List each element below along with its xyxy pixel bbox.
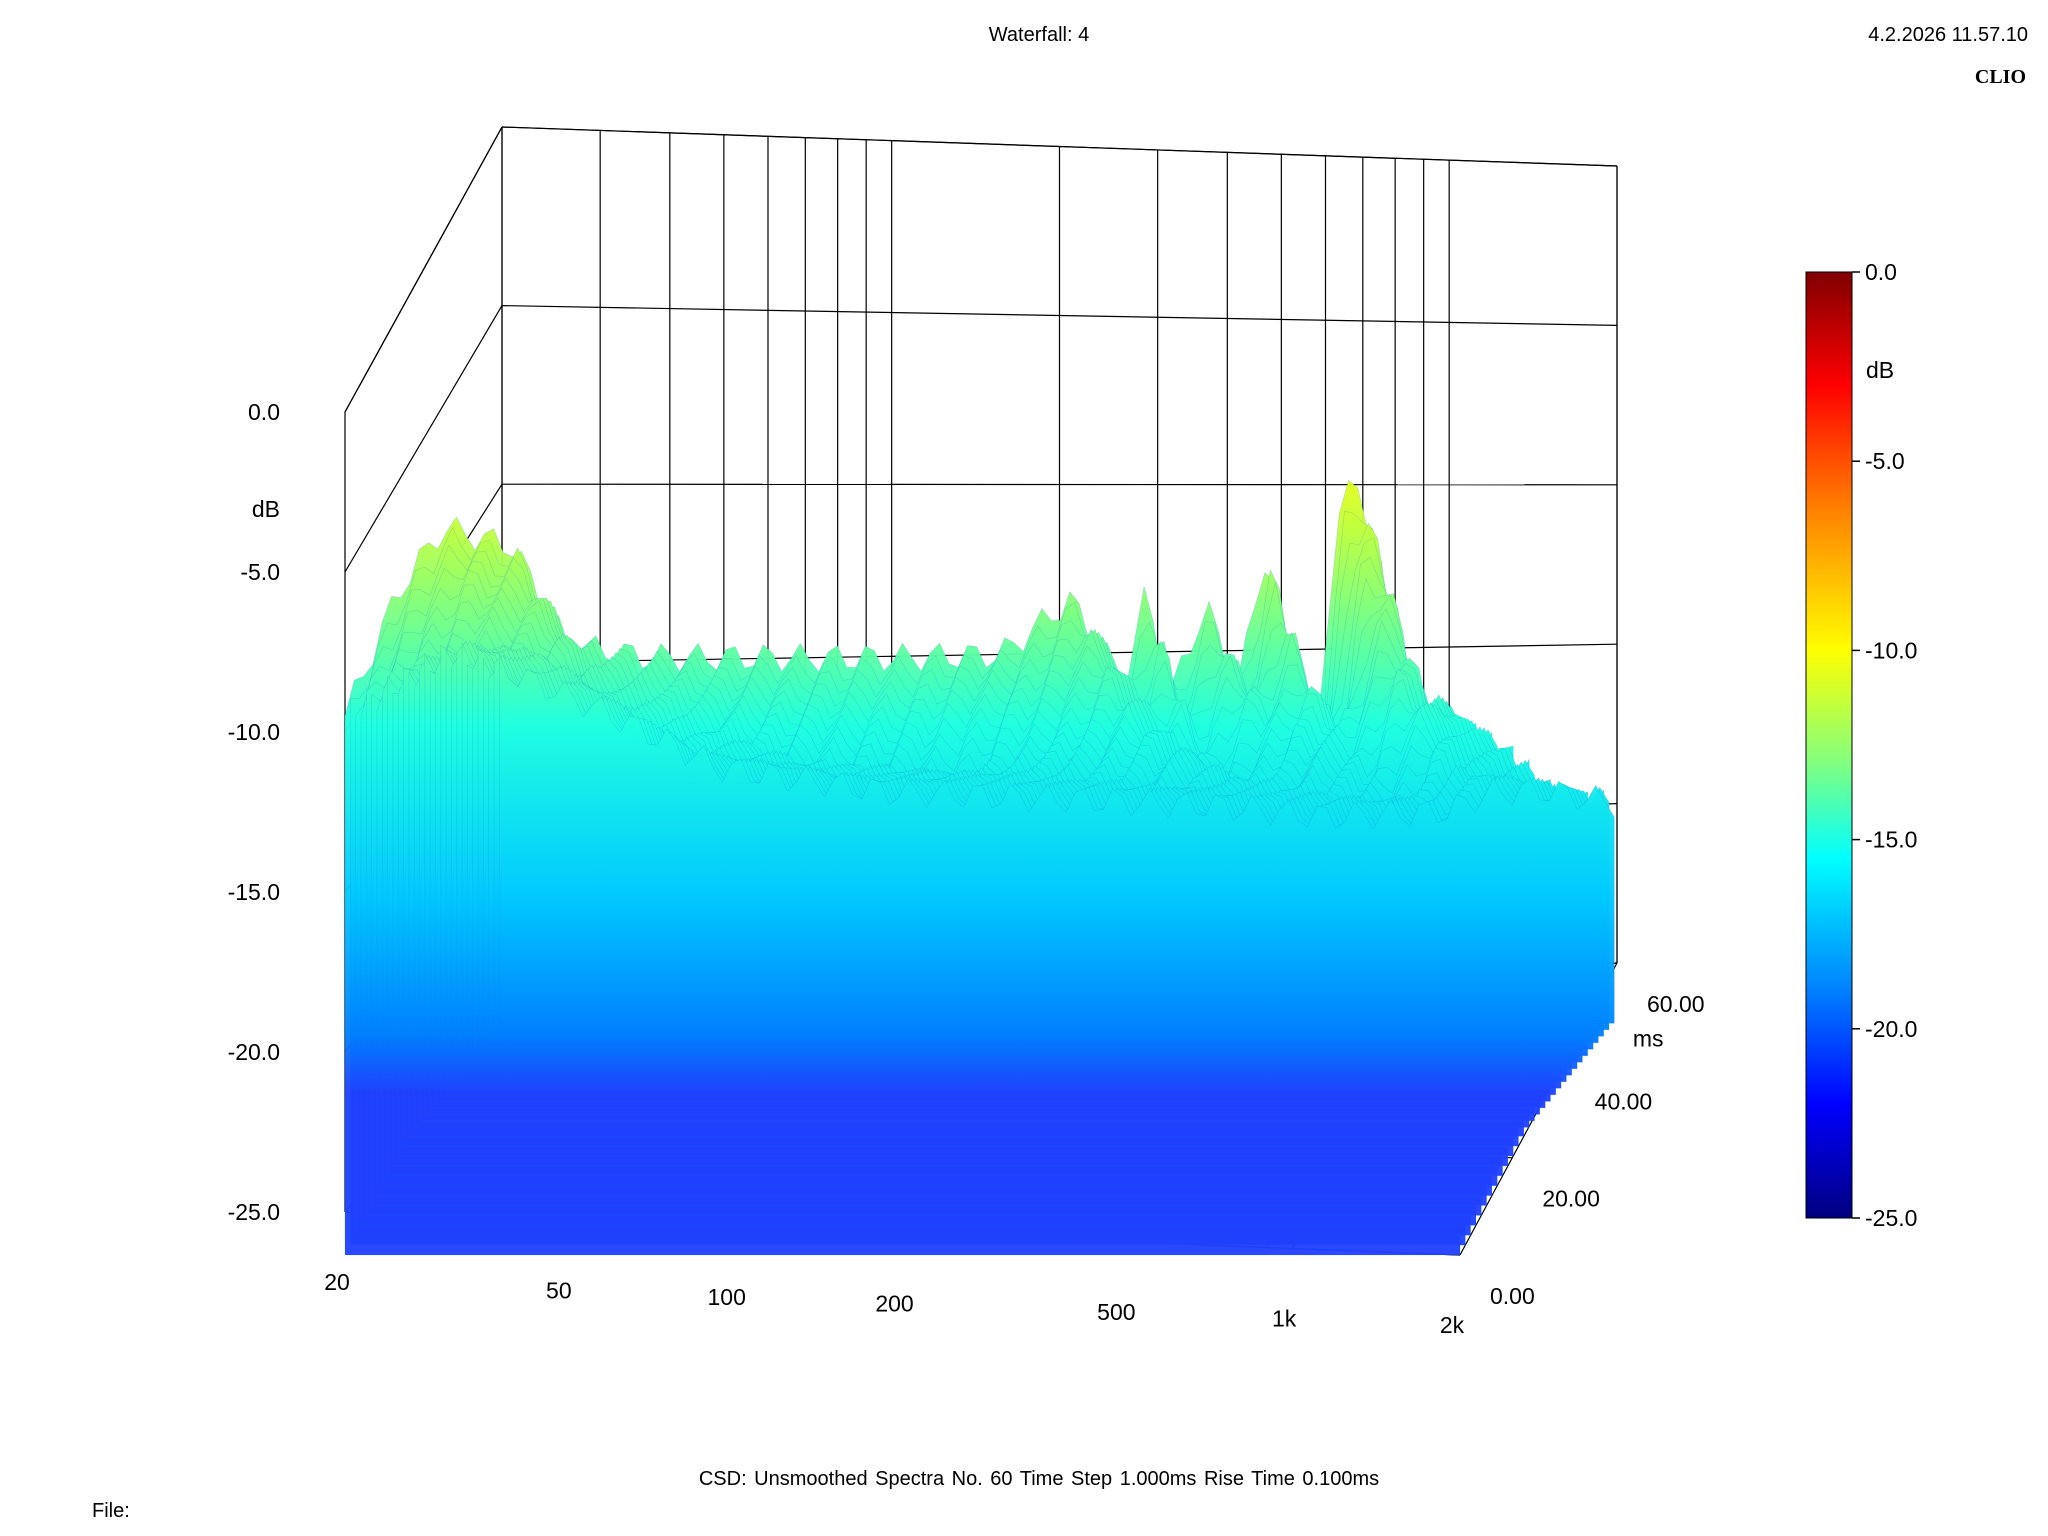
- file-label: File:: [92, 1500, 130, 1522]
- time-tick-label: 40.00: [1595, 1088, 1653, 1114]
- db-wall-gridline: [501, 126, 1618, 167]
- freq-tick-label: 50: [546, 1278, 572, 1304]
- colorbar-tick-label: 0.0: [1865, 259, 1897, 285]
- freq-tick-label: 200: [875, 1291, 913, 1317]
- db-tick-label: -10.0: [228, 719, 280, 745]
- colorbar-tick-label: -25.0: [1865, 1205, 1917, 1231]
- freq-tick-label: 1k: [1272, 1306, 1297, 1332]
- db-tick-label: -25.0: [228, 1199, 280, 1225]
- db-tick-label: -5.0: [240, 559, 280, 585]
- colorbar-tick-label: -20.0: [1865, 1016, 1917, 1042]
- freq-tick-label: 100: [707, 1284, 745, 1310]
- spectrum-slice: [499, 653, 1615, 1024]
- colorbar-tick-label: -5.0: [1865, 448, 1905, 474]
- db-axis-label: dB: [252, 496, 280, 522]
- freq-tick-label: 500: [1097, 1299, 1135, 1325]
- analysis-settings: CSD: Unsmoothed Spectra No. 60 Time Step…: [698, 1468, 1380, 1490]
- colorbar-scale: [1805, 271, 1853, 1219]
- time-tick-label: 60.00: [1647, 991, 1705, 1017]
- brand-logo: CLIO: [1974, 66, 2026, 88]
- time-tick-label: 0.00: [1490, 1283, 1535, 1309]
- db-tick-label: 0.0: [248, 399, 280, 425]
- db-tick-label: -15.0: [228, 879, 280, 905]
- db-wall-gridline: [501, 483, 1618, 486]
- axis-ticks: 0.0 -5.0 -10.0 -15.0 -20.0 -25.0 dB 20 50 100 200 5…: [228, 399, 1705, 1338]
- db-side-gridline: [344, 126, 503, 413]
- measurement-datetime: 4.2.2026 11.57.10: [1868, 24, 2028, 46]
- colorbar-tick-label: -15.0: [1865, 827, 1917, 853]
- colorbar-unit-label: dB: [1866, 357, 1894, 383]
- freq-tick-label: 20: [324, 1269, 350, 1295]
- time-axis-label: ms: [1633, 1026, 1664, 1052]
- colorbar-tick-label: -10.0: [1865, 637, 1917, 663]
- waterfall-surface: [344, 479, 1615, 1256]
- time-tick-label: 20.00: [1542, 1186, 1600, 1212]
- db-tick-label: -20.0: [228, 1039, 280, 1065]
- freq-tick-label: 2k: [1440, 1312, 1465, 1338]
- chart-title: Waterfall: 4: [988, 24, 1090, 46]
- colorbar: 0.0 -5.0 -10.0 -15.0 -20.0 -25.0 dB: [1805, 259, 1917, 1231]
- db-wall-gridline: [501, 305, 1618, 326]
- db-side-gridline: [344, 305, 503, 573]
